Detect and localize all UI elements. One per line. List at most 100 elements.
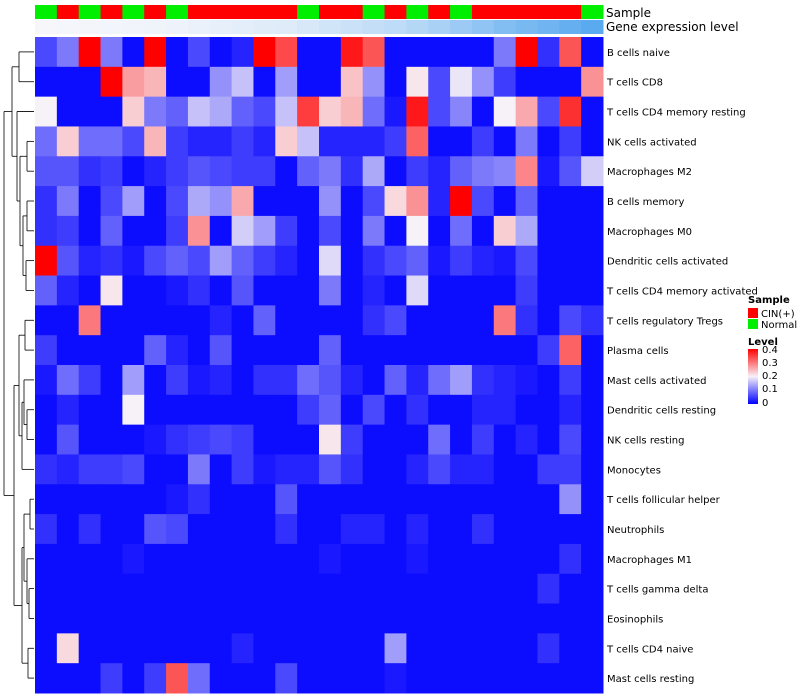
heatmap-cell <box>275 245 298 277</box>
level-legend-title: Level <box>748 337 778 348</box>
gene-expression-cell-25 <box>581 20 604 34</box>
gene-expression-cell-18 <box>428 20 451 34</box>
heatmap-cell <box>35 186 58 217</box>
heatmap-cell <box>35 66 58 98</box>
heatmap-cell <box>428 484 451 515</box>
heatmap-cell <box>297 335 320 366</box>
heatmap-cell <box>428 305 451 336</box>
sample-cell-2 <box>78 5 102 19</box>
heatmap-cell <box>144 484 167 515</box>
heatmap-cell <box>450 454 473 485</box>
heatmap-cell <box>559 186 582 217</box>
heatmap-cell <box>340 633 364 664</box>
heatmap-cell <box>493 66 517 98</box>
heatmap-cell <box>319 573 342 605</box>
heatmap-cell <box>56 186 80 217</box>
row-label: T cells CD8 <box>606 78 663 89</box>
heatmap-cell <box>100 394 123 426</box>
heatmap-cell <box>428 37 451 68</box>
heatmap-cell <box>231 156 254 187</box>
heatmap-cell <box>471 245 495 277</box>
heatmap-cell <box>231 335 254 366</box>
heatmap-cell <box>122 66 145 98</box>
heatmap-cell <box>78 514 102 545</box>
heatmap-cell <box>122 454 145 485</box>
heatmap-cell <box>275 394 298 426</box>
heatmap-cell <box>581 96 604 127</box>
heatmap-cell <box>406 603 429 634</box>
heatmap-cell <box>166 543 189 575</box>
heatmap-cell <box>35 156 58 187</box>
heatmap-cell <box>253 484 276 515</box>
heatmap-cell <box>319 186 342 217</box>
heatmap-cell <box>428 394 451 426</box>
heatmap-cell <box>56 37 80 68</box>
gene-expression-cell-22 <box>515 20 538 34</box>
heatmap-cell <box>166 245 189 277</box>
heatmap-cell <box>231 454 254 485</box>
heatmap-cell <box>340 603 364 634</box>
sample-cell-13 <box>319 5 342 19</box>
heatmap-cell <box>144 633 167 664</box>
heatmap-cell <box>231 186 254 217</box>
gene-expression-cell-23 <box>537 20 560 34</box>
heatmap-cell <box>384 365 407 396</box>
heatmap-cell <box>297 245 320 277</box>
heatmap-cell <box>319 484 342 515</box>
heatmap-cell <box>406 663 429 694</box>
heatmap-cell <box>209 543 233 575</box>
heatmap-cell <box>559 454 582 485</box>
heatmap-cell <box>209 186 233 217</box>
heatmap-cell <box>297 633 320 664</box>
heatmap-cell <box>100 156 123 187</box>
sample-cell-11 <box>275 5 298 19</box>
heatmap-cell <box>406 156 429 187</box>
gene-expression-cell-3 <box>100 20 123 34</box>
heatmap-cell <box>100 603 123 634</box>
heatmap-cell <box>78 633 102 664</box>
heatmap-cell <box>144 394 167 426</box>
heatmap-cell <box>471 96 495 127</box>
heatmap-cell <box>450 186 473 217</box>
sample-cell-7 <box>187 5 211 19</box>
heatmap-cell <box>100 365 123 396</box>
heatmap-cell <box>100 663 123 694</box>
heatmap-cell <box>450 514 473 545</box>
heatmap-cell <box>471 365 495 396</box>
heatmap-cell <box>362 573 386 605</box>
heatmap-cell <box>384 543 407 575</box>
heatmap-cell <box>515 603 538 634</box>
heatmap-cell <box>340 424 364 455</box>
heatmap-cell <box>144 37 167 68</box>
heatmap-cell <box>515 275 538 306</box>
heatmap-cell <box>340 245 364 277</box>
heatmap-cell <box>209 66 233 98</box>
heatmap-cell <box>253 603 276 634</box>
heatmap-cell <box>384 156 407 187</box>
heatmap-cell <box>166 633 189 664</box>
heatmap-cell <box>559 663 582 694</box>
heatmap-cell <box>187 96 211 127</box>
heatmap-cell <box>471 394 495 426</box>
heatmap-cell <box>297 126 320 157</box>
heatmap-cell <box>56 573 80 605</box>
heatmap-cell <box>231 66 254 98</box>
heatmap-cell <box>78 275 102 306</box>
heatmap-cell <box>275 573 298 605</box>
heatmap-cell <box>471 573 495 605</box>
heatmap-cell <box>100 454 123 485</box>
heatmap-cell <box>384 424 407 455</box>
heatmap-cell <box>35 394 58 426</box>
heatmap-cell <box>406 215 429 247</box>
heatmap-cell <box>559 603 582 634</box>
heatmap-cell <box>56 484 80 515</box>
heatmap-cell <box>78 484 102 515</box>
heatmap-cell <box>581 454 604 485</box>
heatmap-cell <box>231 663 254 694</box>
heatmap-cell <box>515 394 538 426</box>
heatmap-cell <box>319 66 342 98</box>
heatmap-cell <box>581 633 604 664</box>
level-tick-0.2: 0.2 <box>762 371 778 382</box>
heatmap-cell <box>78 156 102 187</box>
heatmap-cell <box>78 66 102 98</box>
